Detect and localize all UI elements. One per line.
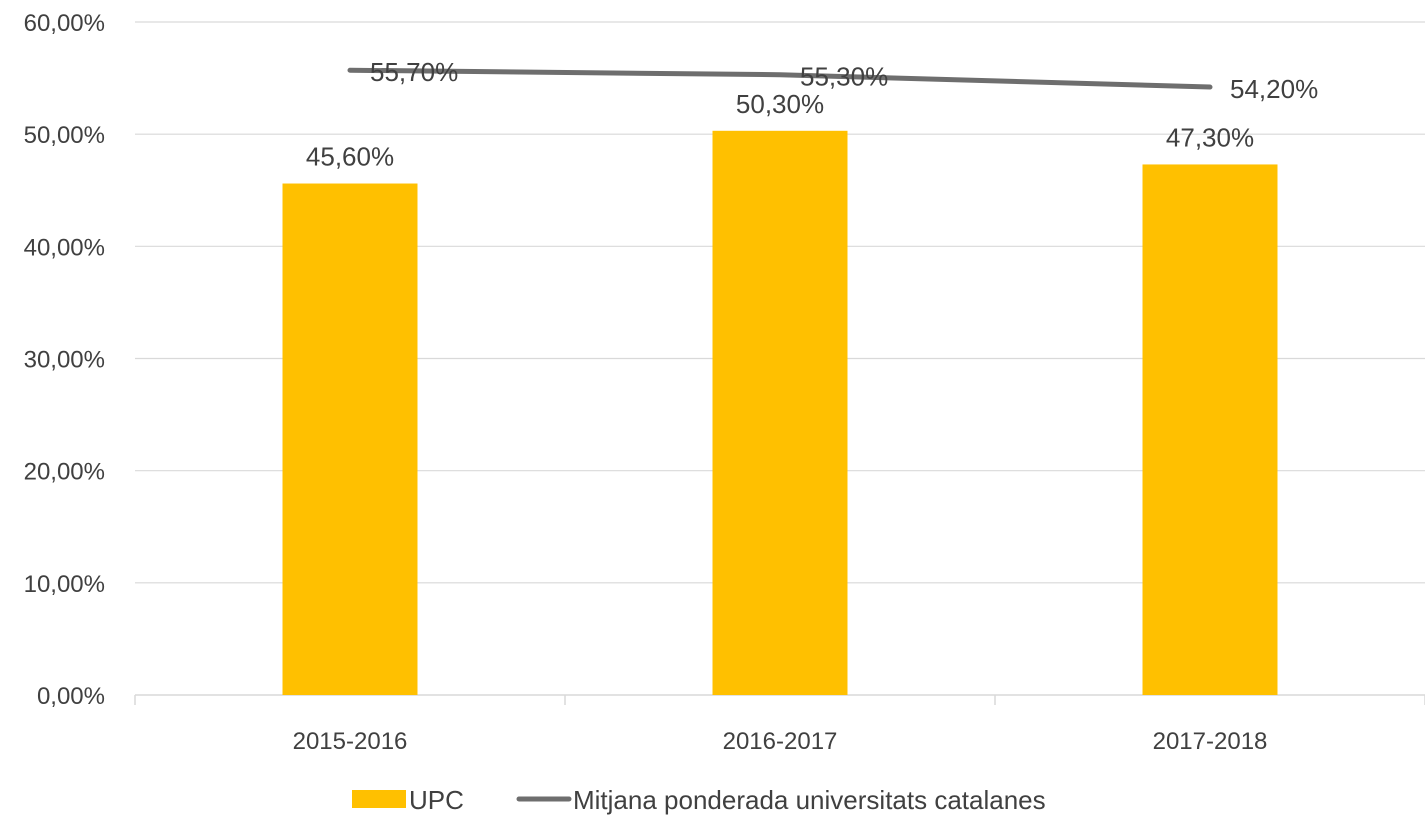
data-labels: 45,60% 50,30% 47,30% 55,70% 55,30% 54,20% <box>306 57 1318 171</box>
bar-data-label: 50,30% <box>736 89 824 119</box>
bar-upc <box>282 183 418 695</box>
y-tick-label: 50,00% <box>24 122 105 149</box>
y-tick-label: 60,00% <box>24 10 105 37</box>
line-series <box>347 67 1213 90</box>
legend-label-average: Mitjana ponderada universitats catalanes <box>573 785 1046 815</box>
x-tick-label: 2016-2017 <box>723 728 838 755</box>
legend-label-upc: UPC <box>409 785 464 815</box>
x-tick-label: 2015-2016 <box>293 728 408 755</box>
legend-swatch-upc <box>352 790 406 808</box>
y-tick-label: 40,00% <box>24 234 105 261</box>
bar-data-label: 45,60% <box>306 142 394 172</box>
bar-data-label: 47,30% <box>1166 122 1254 152</box>
line-data-label: 55,70% <box>370 57 458 87</box>
line-data-label: 55,30% <box>800 62 888 92</box>
y-tick-label: 0,00% <box>37 683 105 710</box>
x-tick-label: 2017-2018 <box>1153 728 1268 755</box>
bar-upc <box>712 130 848 696</box>
y-axis: 0,00% 10,00% 20,00% 30,00% 40,00% 50,00% 60,00… <box>24 10 105 710</box>
y-tick-label: 10,00% <box>24 571 105 598</box>
y-tick-label: 20,00% <box>24 459 105 486</box>
x-axis: 2015-2016 2016-2017 2017-2018 <box>134 694 1425 755</box>
y-tick-label: 30,00% <box>24 347 105 374</box>
line-average <box>347 67 1213 90</box>
bar-upc <box>1142 164 1278 695</box>
bar-series <box>282 130 1278 696</box>
line-data-label: 54,20% <box>1230 74 1318 104</box>
legend: UPC Mitjana ponderada universitats catal… <box>352 785 1046 815</box>
